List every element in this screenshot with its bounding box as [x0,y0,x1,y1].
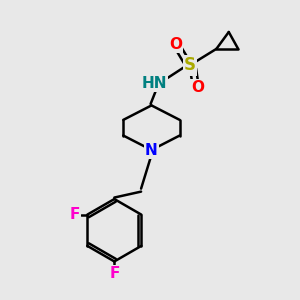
Text: O: O [191,80,204,95]
Text: F: F [109,266,119,281]
Text: N: N [145,142,158,158]
Text: F: F [70,207,80,222]
Text: O: O [169,37,182,52]
Text: S: S [184,56,196,74]
Text: HN: HN [142,76,167,91]
